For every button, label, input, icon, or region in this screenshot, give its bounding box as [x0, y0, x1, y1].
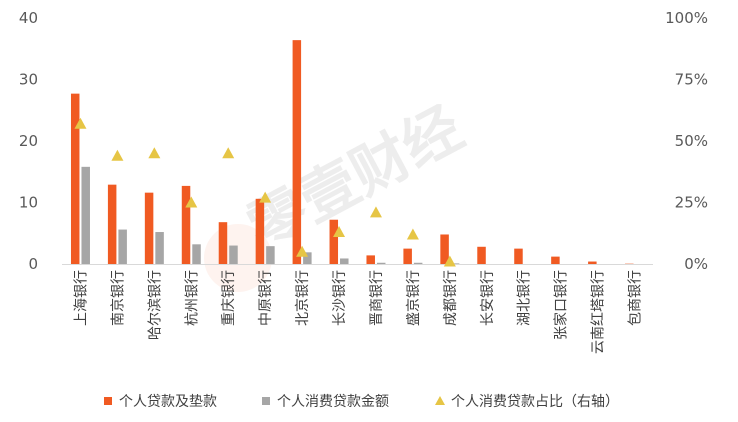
bar-consumer-loans: [376, 262, 386, 264]
right-tick-label: 0%: [684, 255, 708, 273]
bar-personal-loans: [440, 234, 449, 264]
left-tick-label: 20: [19, 132, 38, 150]
left-tick-label: 30: [19, 71, 38, 89]
markers: [74, 117, 456, 267]
category-label: 晋商银行: [369, 270, 385, 326]
category-label: 上海银行: [73, 270, 89, 326]
legend-swatch: [104, 397, 112, 405]
legend-label: 个人贷款及垫款: [119, 394, 217, 410]
category-labels: 上海银行 南京银行 哈尔滨银行 杭州银行 重庆银行 中原银行 北京银行 长沙银行 晋商银行 盛京银…: [73, 270, 643, 354]
bar-personal-loans: [144, 192, 154, 264]
category-label: 重庆银行: [221, 270, 237, 326]
category-label: 长安银行: [480, 270, 496, 326]
left-tick-label: 40: [19, 9, 38, 27]
right-tick-label: 75%: [675, 71, 708, 89]
ratio-marker: [74, 117, 87, 129]
right-tick-label: 50%: [675, 132, 708, 150]
bar-consumer-loans: [155, 232, 164, 264]
right-tick-label: 25%: [675, 194, 708, 212]
bar-personal-loans: [366, 255, 375, 264]
legend-label: 个人消费贷款金额: [277, 394, 389, 410]
category-label: 哈尔滨银行: [147, 270, 163, 340]
bar-consumer-loans: [340, 258, 349, 264]
ratio-marker: [148, 147, 161, 159]
right-tick-label: 100%: [665, 9, 708, 27]
category-label: 南京银行: [110, 270, 126, 326]
category-label: 张家口银行: [553, 270, 570, 340]
legend-label: 个人消费贷款占比（右轴）: [451, 394, 619, 410]
category-label: 成都银行: [443, 270, 459, 326]
bars: [70, 40, 634, 265]
ratio-marker: [369, 206, 382, 218]
category-label: 湖北银行: [517, 270, 533, 326]
bar-personal-loans: [107, 184, 117, 264]
bar-personal-loans: [70, 93, 80, 265]
bar-consumer-loans: [118, 229, 127, 264]
left-axis-ticks: 0 10 20 30 40: [19, 9, 38, 273]
category-label: 杭州银行: [184, 270, 200, 326]
bar-consumer-loans: [81, 166, 90, 264]
bar-personal-loans: [588, 261, 597, 264]
watermark: 零壹财经: [204, 93, 473, 292]
bar-personal-loans: [255, 198, 265, 264]
left-tick-label: 10: [19, 194, 38, 212]
ratio-marker: [222, 147, 235, 159]
right-axis-ticks: 0% 25% 50% 75% 100%: [665, 9, 708, 273]
bar-personal-loans: [551, 256, 560, 264]
bar-consumer-loans: [229, 245, 238, 264]
category-label: 云南红塔银行: [591, 270, 607, 354]
category-label: 盛京银行: [406, 270, 422, 326]
ratio-marker: [296, 245, 309, 257]
ratio-marker: [443, 255, 456, 267]
ratio-marker: [406, 228, 419, 240]
ratio-marker: [259, 191, 272, 203]
bar-personal-loans: [514, 248, 523, 264]
left-tick-label: 0: [28, 255, 38, 273]
ratio-marker: [111, 149, 124, 161]
bar-personal-loans: [403, 248, 412, 264]
bar-consumer-loans: [266, 246, 275, 264]
category-label: 包商银行: [628, 270, 644, 326]
category-label: 中原银行: [258, 270, 274, 326]
legend-swatch: [262, 397, 270, 405]
bar-personal-loans: [181, 185, 191, 264]
legend-swatch-triangle: [435, 396, 445, 405]
category-label: 长沙银行: [332, 270, 348, 326]
ratio-marker: [185, 196, 198, 208]
bar-personal-loans: [292, 40, 302, 264]
bar-consumer-loans: [450, 263, 460, 264]
bar-personal-loans: [329, 219, 339, 264]
bar-consumer-loans: [303, 252, 312, 264]
bar-consumer-loans: [413, 262, 423, 264]
legend: 个人贷款及垫款 个人消费贷款金额 个人消费贷款占比（右轴）: [104, 394, 619, 410]
bar-consumer-loans: [192, 244, 201, 264]
category-label: 北京银行: [295, 270, 311, 326]
watermark-text: 零壹财经: [237, 93, 474, 262]
bar-personal-loans: [477, 246, 486, 264]
ratio-marker: [333, 226, 346, 238]
bar-personal-loans: [218, 222, 228, 264]
